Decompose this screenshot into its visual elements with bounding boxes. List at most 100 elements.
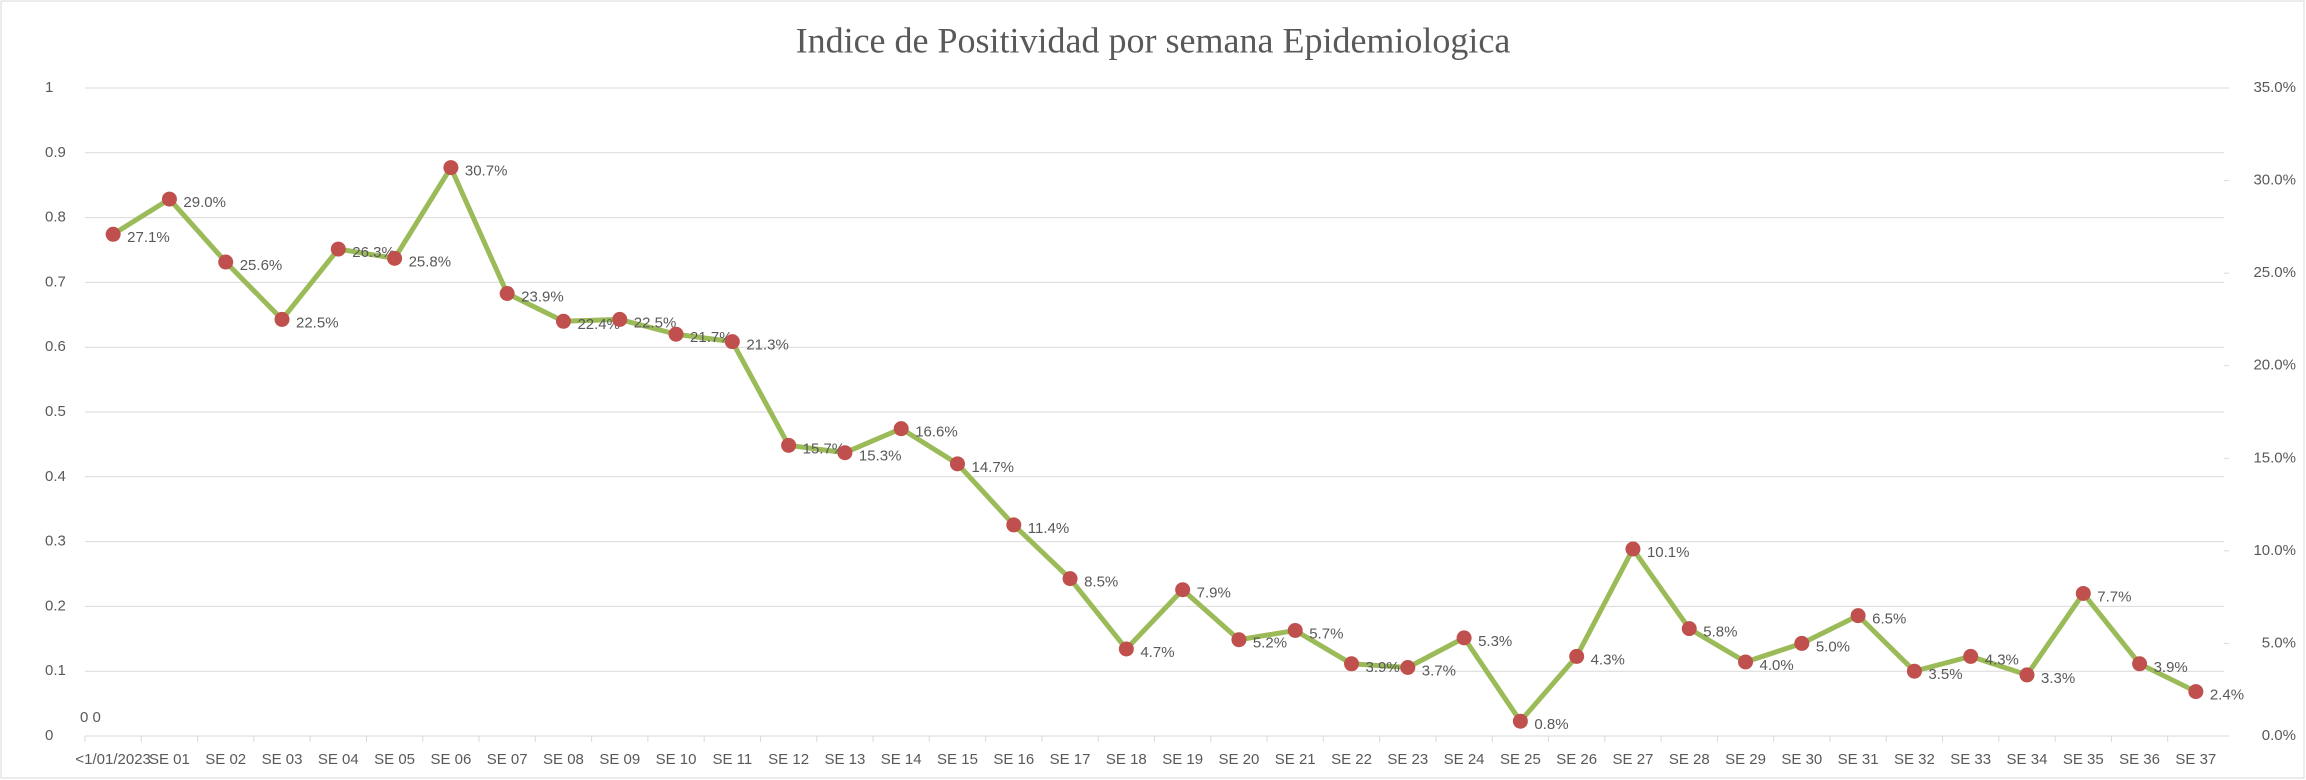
- x-tick-label: SE 29: [1725, 751, 1766, 768]
- data-label: 10.1%: [1647, 544, 1690, 561]
- x-tick-label: SE 22: [1331, 751, 1372, 768]
- y2-tick-label: 25.0%: [2253, 264, 2296, 281]
- x-tick-label: SE 13: [824, 751, 865, 768]
- x-tick-label: <1/01/2023: [75, 751, 151, 768]
- data-label: 5.3%: [1478, 633, 1512, 650]
- data-label: 27.1%: [127, 229, 170, 246]
- x-tick-label: SE 27: [1613, 751, 1654, 768]
- data-point: [330, 241, 346, 257]
- data-point: [1231, 632, 1247, 648]
- x-tick-label: SE 31: [1838, 751, 1879, 768]
- data-point: [555, 313, 571, 329]
- data-label: 5.7%: [1309, 625, 1343, 642]
- data-point: [2019, 667, 2035, 683]
- data-label: 16.6%: [915, 424, 958, 441]
- chart-title: Indice de Positividad por semana Epidemi…: [796, 20, 1511, 60]
- x-tick-label: SE 14: [881, 751, 922, 768]
- data-point: [949, 456, 965, 472]
- data-label: 0.8%: [1534, 716, 1568, 733]
- data-point: [2075, 585, 2091, 601]
- data-label: 6.5%: [1872, 611, 1906, 628]
- x-tick-label: SE 35: [2063, 751, 2104, 768]
- x-tick-label: SE 26: [1556, 751, 1597, 768]
- data-label: 7.7%: [2097, 588, 2131, 605]
- x-tick-label: SE 01: [149, 751, 190, 768]
- data-label: 7.9%: [1197, 585, 1231, 602]
- y-tick-label: 0.9: [45, 144, 66, 161]
- data-point: [499, 286, 515, 302]
- x-tick-label: SE 03: [262, 751, 303, 768]
- y-tick-label: 0.4: [45, 468, 66, 485]
- data-point: [218, 254, 234, 270]
- data-point: [1118, 641, 1134, 657]
- x-tick-label: SE 37: [2175, 751, 2216, 768]
- data-point: [1062, 571, 1078, 587]
- x-tick-label: SE 05: [374, 751, 415, 768]
- y2-tick-label: 35.0%: [2253, 79, 2296, 96]
- x-tick-label: SE 19: [1162, 751, 1203, 768]
- data-point: [1569, 648, 1585, 664]
- y-tick-label: 0.3: [45, 533, 66, 550]
- data-point: [1006, 517, 1022, 533]
- data-point: [161, 191, 177, 207]
- data-point: [1175, 582, 1191, 598]
- x-tick-label: SE 34: [2007, 751, 2048, 768]
- data-label: 4.3%: [1985, 651, 2019, 668]
- data-point: [2188, 684, 2204, 700]
- x-tick-label: SE 25: [1500, 751, 1541, 768]
- data-point: [1738, 654, 1754, 670]
- y-tick-label: 0.1: [45, 662, 66, 679]
- y2-tick-label: 10.0%: [2253, 542, 2296, 559]
- data-label: 3.5%: [1928, 666, 1962, 683]
- data-label: 21.3%: [746, 337, 789, 354]
- data-label: 3.7%: [1422, 662, 1456, 679]
- data-label: 25.6%: [240, 257, 283, 274]
- data-label: 23.9%: [521, 288, 564, 305]
- y2-tick-label: 0.0%: [2262, 727, 2296, 744]
- annotation: 0 0: [80, 709, 101, 726]
- x-tick-label: SE 36: [2119, 751, 2160, 768]
- data-point: [612, 311, 628, 327]
- data-point: [1400, 659, 1416, 675]
- data-label: 22.5%: [296, 314, 339, 331]
- data-label: 14.7%: [971, 459, 1014, 476]
- data-label: 8.5%: [1084, 574, 1118, 591]
- y2-tick-label: 15.0%: [2253, 449, 2296, 466]
- y-tick-label: 1: [45, 79, 53, 96]
- x-tick-label: SE 28: [1669, 751, 1710, 768]
- x-tick-label: SE 11: [712, 751, 752, 768]
- x-tick-label: SE 04: [318, 751, 359, 768]
- y-tick-label: 0.7: [45, 273, 66, 290]
- data-label: 15.7%: [803, 440, 846, 457]
- data-point: [1850, 608, 1866, 624]
- y-tick-label: 0.8: [45, 209, 66, 226]
- x-tick-label: SE 06: [430, 751, 471, 768]
- y-tick-label: 0.6: [45, 338, 66, 355]
- data-label: 5.0%: [1816, 638, 1850, 655]
- x-tick-label: SE 30: [1781, 751, 1822, 768]
- data-point: [1681, 621, 1697, 637]
- data-label: 4.7%: [1140, 644, 1174, 661]
- x-tick-label: SE 08: [543, 751, 584, 768]
- data-label: 5.8%: [1703, 624, 1737, 641]
- y2-tick-label: 30.0%: [2253, 172, 2296, 189]
- data-label: 22.4%: [577, 316, 620, 333]
- x-tick-label: SE 16: [993, 751, 1034, 768]
- data-label: 26.3%: [352, 244, 395, 261]
- data-point: [893, 421, 909, 437]
- data-point: [1512, 713, 1528, 729]
- x-tick-label: SE 20: [1218, 751, 1259, 768]
- data-label: 25.8%: [409, 253, 452, 270]
- x-tick-label: SE 24: [1444, 751, 1485, 768]
- y-tick-label: 0: [45, 727, 53, 744]
- data-label: 30.7%: [465, 163, 508, 180]
- x-tick-label: SE 12: [768, 751, 809, 768]
- x-tick-label: SE 32: [1894, 751, 1935, 768]
- data-label: 15.3%: [859, 448, 902, 465]
- x-tick-label: SE 18: [1106, 751, 1147, 768]
- data-label: 5.2%: [1253, 635, 1287, 652]
- data-label: 4.3%: [1591, 651, 1625, 668]
- x-tick-label: SE 02: [205, 751, 246, 768]
